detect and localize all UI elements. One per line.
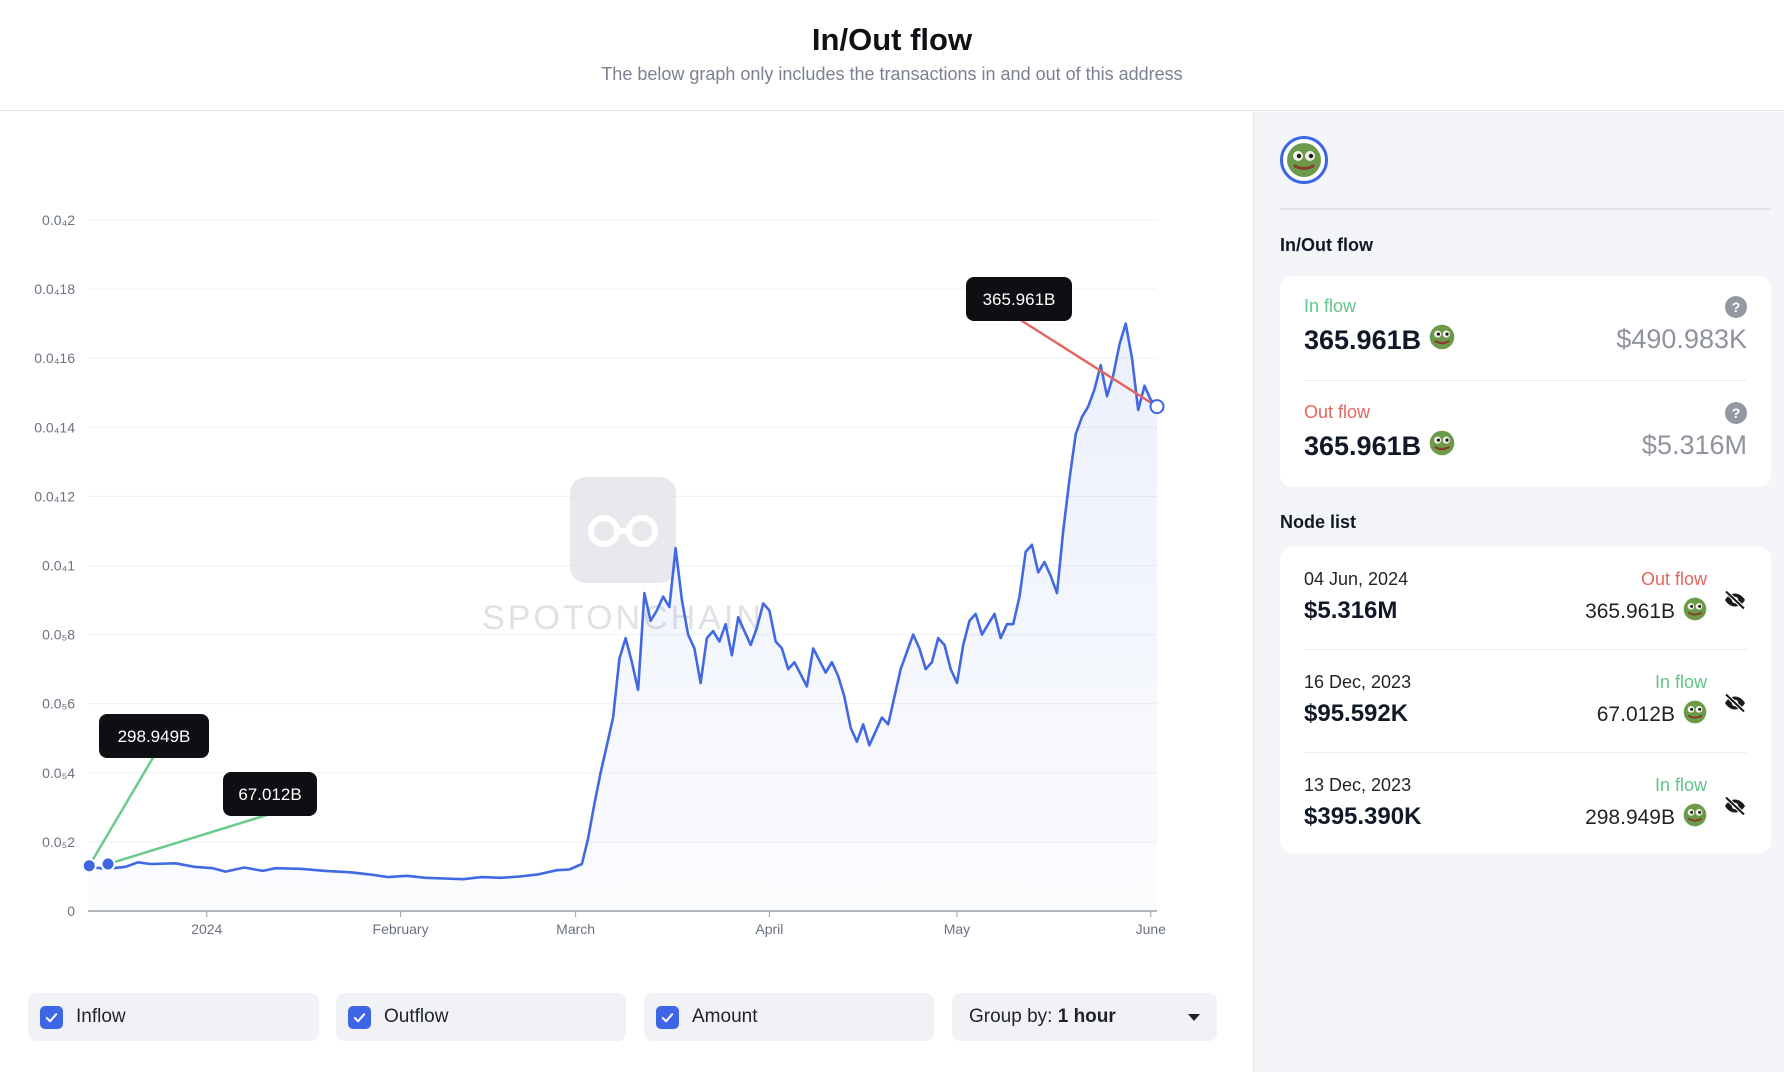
annotation-box [223, 772, 317, 816]
list-item[interactable]: 13 Dec, 2023 $395.390K In flow 298.949B [1304, 753, 1747, 856]
outflow-label: Out flow [1304, 402, 1371, 422]
annotation-point [81, 858, 97, 874]
flow-section-title: In/Out flow [1280, 235, 1373, 255]
annotation-box [966, 277, 1072, 321]
page-header: In/Out flow The below graph only include… [0, 0, 1784, 111]
node-value: $395.390K [1304, 803, 1422, 830]
list-item[interactable]: 16 Dec, 2023 $95.592K In flow 67.012B [1304, 650, 1747, 753]
pepe-token-icon [1683, 700, 1707, 730]
eye-off-icon[interactable] [1723, 588, 1747, 612]
annotation-label: 298.949B [118, 727, 191, 746]
x-tick-label: 2024 [191, 921, 222, 937]
node-date: 16 Dec, 2023 [1304, 672, 1412, 692]
page-subtitle: The below graph only includes the transa… [601, 64, 1183, 84]
group-by-select[interactable]: Group by: 1 hour [952, 993, 1217, 1041]
outflow-toggle-label: Outflow [384, 1006, 449, 1027]
x-tick-label: April [755, 921, 783, 937]
node-type: In flow [1654, 672, 1707, 692]
node-list-title: Node list [1280, 512, 1357, 532]
group-by-label: Group by: 1 hour [969, 1006, 1116, 1028]
annotation-leader [1018, 317, 1158, 408]
y-tick-label: 0.0₅2 [42, 834, 75, 850]
x-tick-label: May [944, 921, 970, 937]
y-tick-label: 0.0₅8 [42, 627, 75, 643]
node-date: 13 Dec, 2023 [1304, 775, 1412, 795]
y-tick-label: 0.0₄2 [42, 212, 75, 228]
amount-toggle-label: Amount [692, 1006, 758, 1027]
y-tick-label: 0.0₄18 [34, 281, 75, 297]
eye-off-icon[interactable] [1723, 691, 1747, 715]
node-type: In flow [1654, 775, 1707, 795]
pepe-token-icon [1683, 803, 1707, 833]
node-amount-value: 365.961B [1585, 600, 1675, 623]
help-icon[interactable]: ? [1725, 296, 1747, 318]
y-tick-label: 0.0₅4 [42, 765, 75, 781]
checkbox-checked-icon[interactable] [348, 1005, 371, 1029]
help-icon[interactable]: ? [1725, 402, 1747, 424]
flow-chart[interactable]: 0 0.0₅2 0.0₅4 0.0₅6 0.0₅8 0.0₄1 0.0₄12 0.0₄14 0.… [0, 112, 1253, 972]
pepe-token-icon [1429, 430, 1455, 463]
outflow-usd: $5.316M [1641, 430, 1747, 460]
y-tick-label: 0 [67, 903, 75, 919]
node-amount-value: 67.012B [1596, 703, 1675, 726]
annotation-leader [88, 755, 156, 867]
annotation-leader [107, 812, 271, 866]
amount-toggle[interactable]: Amount [644, 993, 934, 1041]
y-tick-label: 0.0₄14 [34, 419, 75, 435]
outflow-amount-value: 365.961B [1304, 431, 1422, 461]
checkbox-checked-icon[interactable] [656, 1005, 679, 1029]
list-item[interactable]: 04 Jun, 2024 $5.316M Out flow 365.961B [1304, 547, 1747, 650]
pepe-token-icon [1683, 597, 1707, 627]
flow-summary-card: In flow ? 365.961B $490.983K Out flow ? … [1280, 276, 1771, 487]
x-tick-label: February [373, 921, 429, 937]
node-value: $95.592K [1304, 700, 1409, 727]
node-value: $5.316M [1304, 597, 1398, 624]
inflow-usd: $490.983K [1616, 324, 1747, 354]
outflow-amount: 365.961B [1304, 430, 1455, 463]
annotation-label: 67.012B [238, 785, 301, 804]
side-panel: In/Out flow In flow ? 365.961B $490.983K… [1253, 112, 1784, 1072]
inflow-amount-value: 365.961B [1304, 325, 1422, 355]
x-tick-label: June [1136, 921, 1167, 937]
inflow-toggle-label: Inflow [76, 1006, 126, 1027]
node-list: 04 Jun, 2024 $5.316M Out flow 365.961B 1… [1280, 547, 1771, 853]
annotation-box [99, 714, 209, 758]
outflow-summary: Out flow ? 365.961B $5.316M [1304, 382, 1747, 487]
series-area [88, 323, 1157, 912]
annotation-point [1149, 399, 1165, 415]
annotation-point [100, 856, 116, 872]
inflow-amount: 365.961B [1304, 324, 1455, 357]
token-avatar[interactable] [1280, 136, 1328, 184]
node-amount: 67.012B [1597, 700, 1707, 730]
x-tick-label: March [556, 921, 595, 937]
page-title: In/Out flow [811, 22, 973, 57]
y-tick-label: 0.0₅6 [42, 696, 75, 712]
eye-off-icon[interactable] [1723, 794, 1747, 818]
series-line [87, 322, 1158, 881]
y-tick-label: 0.0₄1 [42, 558, 75, 574]
inflow-label: In flow [1304, 296, 1357, 316]
checkbox-checked-icon[interactable] [40, 1005, 63, 1029]
side-divider [1280, 208, 1771, 210]
inflow-summary: In flow ? 365.961B $490.983K [1304, 276, 1747, 381]
node-amount: 298.949B [1585, 803, 1707, 833]
pepe-token-icon [1287, 143, 1321, 177]
node-amount: 365.961B [1585, 597, 1707, 627]
y-tick-label: 0.0₄12 [34, 488, 75, 504]
chart-panel: 0 0.0₅2 0.0₅4 0.0₅6 0.0₅8 0.0₄1 0.0₄12 0.0₄14 0.… [0, 112, 1253, 1072]
outflow-toggle[interactable]: Outflow [336, 993, 626, 1041]
pepe-token-icon [1429, 324, 1455, 357]
watermark-text: SPOTONCHAIN [482, 599, 764, 637]
group-by-prefix: Group by: [969, 1006, 1053, 1027]
annotation-label: 365.961B [983, 290, 1056, 309]
inflow-toggle[interactable]: Inflow [28, 993, 319, 1041]
node-type: Out flow [1640, 569, 1707, 589]
node-amount-value: 298.949B [1585, 806, 1675, 829]
group-by-value: 1 hour [1057, 1006, 1116, 1027]
node-date: 04 Jun, 2024 [1304, 569, 1409, 589]
y-tick-label: 0.0₄16 [34, 350, 75, 366]
caret-down-icon[interactable] [1188, 1013, 1200, 1021]
